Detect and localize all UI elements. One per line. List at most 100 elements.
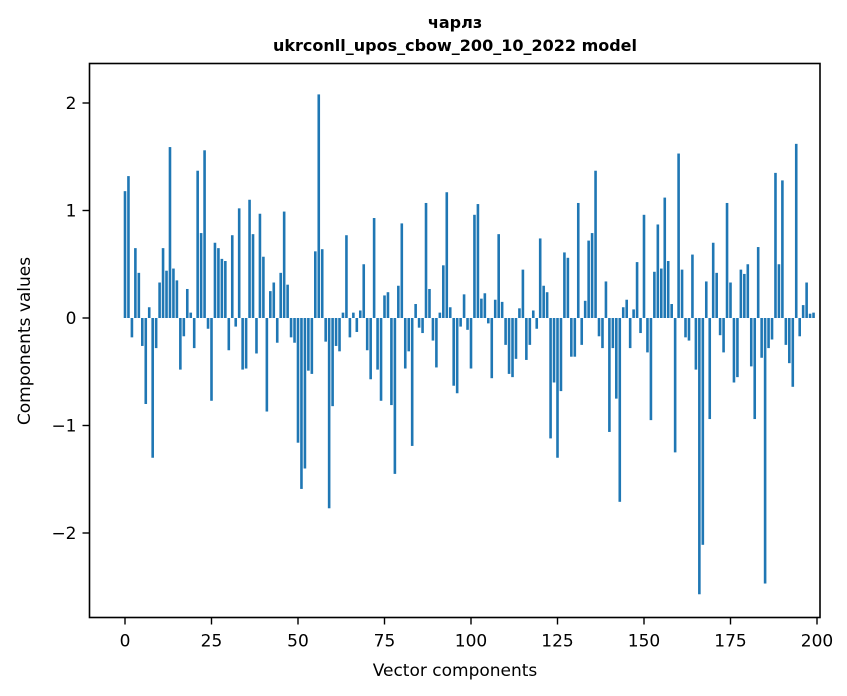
axes-group: 2 1 0 −1 −2 0 25 50 75 100 125 150 175 200	[51, 62, 833, 652]
y-tick-label: 0	[66, 309, 77, 329]
bar	[293, 318, 296, 343]
bar	[282, 211, 286, 318]
bar	[424, 202, 428, 318]
bar	[179, 318, 182, 370]
bar	[331, 318, 334, 407]
bar	[597, 318, 601, 337]
bar	[559, 318, 563, 392]
bar	[722, 318, 725, 353]
x-tick-label: 0	[120, 632, 131, 652]
bar	[732, 318, 736, 383]
bar	[500, 301, 504, 319]
bar	[514, 318, 518, 359]
bar	[320, 249, 324, 318]
bar	[673, 318, 677, 453]
bar	[618, 318, 622, 502]
bar	[400, 223, 404, 318]
bar	[656, 224, 660, 318]
bar	[594, 170, 597, 318]
bar	[493, 299, 497, 319]
bar	[428, 288, 431, 319]
bar	[746, 264, 750, 318]
bar	[324, 318, 327, 342]
bar	[393, 318, 397, 474]
bar	[438, 312, 442, 319]
bar	[511, 318, 514, 378]
chart-title-line1: чарлз	[428, 13, 482, 32]
bar	[570, 318, 573, 357]
bar	[289, 318, 293, 338]
bar	[327, 318, 331, 509]
x-tick-label: 100	[455, 632, 487, 652]
bar	[538, 238, 542, 318]
bar	[794, 143, 798, 318]
bar	[576, 202, 580, 318]
bar	[743, 273, 746, 318]
bar	[531, 310, 535, 319]
bar	[206, 318, 210, 329]
y-tick-label: 1	[66, 202, 77, 222]
bar	[435, 318, 438, 368]
bar	[566, 257, 570, 318]
bar	[310, 318, 314, 374]
bar	[227, 318, 231, 351]
bar	[718, 318, 722, 336]
bar	[262, 256, 265, 318]
bar	[635, 262, 639, 318]
bar	[680, 269, 684, 319]
bar	[147, 307, 151, 318]
bar	[459, 318, 462, 327]
bar	[670, 304, 673, 318]
bar	[334, 318, 338, 346]
bar	[715, 272, 718, 318]
bar	[507, 318, 511, 374]
bar	[130, 318, 134, 338]
bar	[642, 214, 646, 318]
x-tick-label: 75	[374, 632, 396, 652]
bar	[767, 318, 770, 349]
bar	[386, 292, 390, 318]
bar	[646, 318, 649, 353]
bar	[144, 318, 148, 404]
bar	[352, 312, 355, 319]
bar	[199, 233, 203, 318]
bar	[376, 318, 379, 370]
bar	[632, 309, 635, 318]
bar	[604, 281, 608, 318]
bar	[338, 318, 341, 352]
bar	[244, 318, 248, 369]
bar	[812, 312, 815, 319]
bar	[542, 285, 545, 318]
bar	[549, 318, 552, 439]
x-tick-label: 25	[201, 632, 223, 652]
bar	[300, 318, 303, 489]
bar	[230, 235, 234, 318]
bar	[487, 318, 490, 324]
chart-title-line2: ukrconll_upos_cbow_200_10_2022 model	[273, 36, 637, 55]
bar	[691, 254, 694, 318]
y-axis-label: Components values	[15, 257, 35, 425]
bar	[462, 294, 466, 318]
bar	[725, 202, 729, 318]
bar	[573, 318, 577, 357]
x-tick-label: 125	[541, 632, 573, 652]
bar	[362, 264, 366, 318]
bar	[552, 318, 556, 383]
bar	[224, 261, 227, 318]
bar	[417, 318, 421, 328]
bar	[303, 318, 307, 469]
bar	[528, 318, 532, 345]
bar	[248, 199, 251, 318]
bar	[137, 272, 141, 318]
bar	[753, 318, 757, 420]
bar	[525, 318, 528, 360]
bar	[241, 318, 244, 370]
bar	[165, 270, 168, 318]
bar	[397, 285, 400, 318]
bar	[473, 214, 476, 318]
x-tick-label: 150	[628, 632, 660, 652]
bar	[684, 318, 687, 338]
bar	[154, 318, 158, 349]
bar	[621, 307, 625, 318]
